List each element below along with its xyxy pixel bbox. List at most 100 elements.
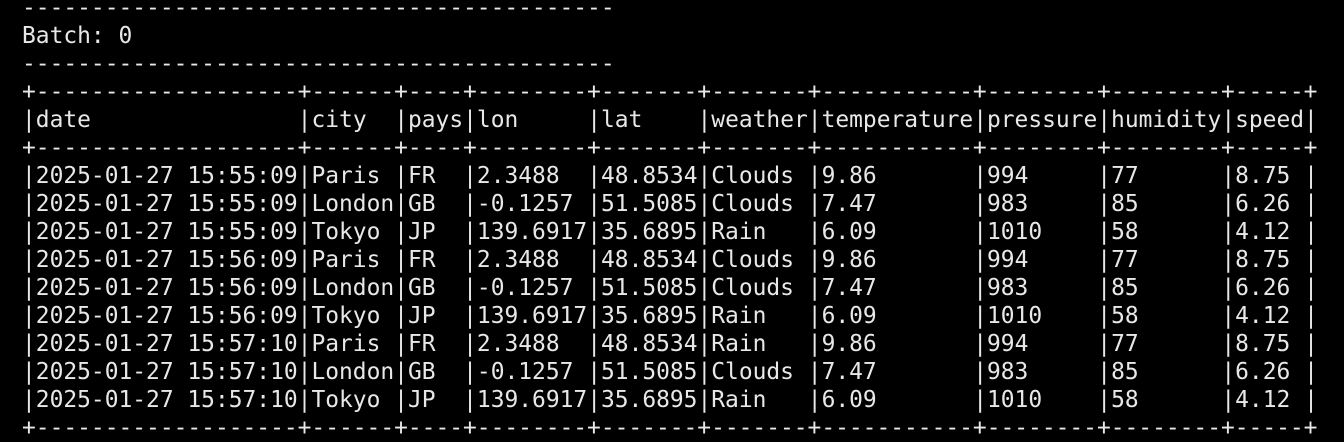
cell: 2025-01-27 15:57:10 xyxy=(35,331,298,357)
padding xyxy=(1139,163,1222,189)
pipe: | xyxy=(297,191,312,217)
cell: GB xyxy=(407,359,436,385)
pipe: | xyxy=(394,331,408,357)
pipe: | xyxy=(394,163,408,189)
pipe: | xyxy=(807,191,822,217)
pipe: | xyxy=(807,331,822,357)
cell: 2.3488 xyxy=(476,331,560,357)
pipe: | xyxy=(22,303,36,329)
cell: FR xyxy=(407,331,436,357)
padding xyxy=(1139,219,1222,245)
padding xyxy=(1290,359,1304,385)
padding xyxy=(877,247,973,273)
cell: Rain xyxy=(711,303,767,329)
cell: GB xyxy=(407,191,436,217)
padding xyxy=(380,303,394,329)
padding xyxy=(1028,331,1097,357)
cell: 2025-01-27 15:57:10 xyxy=(35,387,298,413)
pipe: | xyxy=(587,107,601,133)
pipe: | xyxy=(297,303,312,329)
cell: 85 xyxy=(1111,359,1139,385)
pipe: | xyxy=(22,191,36,217)
cell: 58 xyxy=(1111,303,1139,329)
pipe: | xyxy=(22,247,36,273)
padding xyxy=(1290,275,1304,301)
pipe: | xyxy=(697,359,712,385)
pipe: | xyxy=(394,191,408,217)
padding xyxy=(560,331,588,357)
padding xyxy=(573,191,587,217)
cell: 2.3488 xyxy=(476,163,560,189)
cell: Paris xyxy=(311,247,381,273)
data-row: |2025-01-27 15:55:09|London|GB |-0.1257 … xyxy=(22,190,1318,218)
cell: 1010 xyxy=(986,303,1043,329)
pipe: | xyxy=(394,387,408,413)
padding xyxy=(436,219,464,245)
cell: 6.26 xyxy=(1235,275,1291,301)
padding xyxy=(1042,387,1097,413)
pipe: | xyxy=(394,275,408,301)
padding xyxy=(766,387,807,413)
column-header: date xyxy=(35,107,91,133)
padding xyxy=(436,275,464,301)
cell: 77 xyxy=(1111,331,1139,357)
pipe: | xyxy=(1097,247,1112,273)
cell: JP xyxy=(407,303,436,329)
pipe: | xyxy=(1221,303,1236,329)
cell: 77 xyxy=(1111,163,1139,189)
pipe: | xyxy=(394,359,408,385)
cell: Clouds xyxy=(711,359,794,385)
pipe: | xyxy=(463,191,477,217)
pipe: | xyxy=(297,163,312,189)
pipe: | xyxy=(463,387,477,413)
padding xyxy=(1290,163,1304,189)
cell: 6.09 xyxy=(821,219,877,245)
separator-text: ----------------------------------------… xyxy=(22,51,615,77)
pipe: | xyxy=(394,247,408,273)
data-row: |2025-01-27 15:56:09|Paris |FR |2.3488 |… xyxy=(22,246,1318,274)
padding xyxy=(1139,303,1222,329)
pipe: | xyxy=(1221,107,1236,133)
padding xyxy=(436,331,464,357)
cell: 6.09 xyxy=(821,303,877,329)
cell: 1010 xyxy=(986,219,1043,245)
pipe: | xyxy=(1304,359,1318,385)
pipe: | xyxy=(297,275,312,301)
cell: London xyxy=(311,275,395,301)
data-row: |2025-01-27 15:56:09|Tokyo |JP |139.6917… xyxy=(22,302,1318,330)
pipe: | xyxy=(1097,219,1112,245)
pipe: | xyxy=(1221,191,1236,217)
cell: 1010 xyxy=(986,387,1043,413)
table-border: +-------------------+------+----+-------… xyxy=(22,414,1318,442)
padding xyxy=(766,303,807,329)
cell: 2025-01-27 15:56:09 xyxy=(35,303,298,329)
pipe: | xyxy=(587,247,601,273)
pipe: | xyxy=(22,359,36,385)
table-border: +-------------------+------+----+-------… xyxy=(22,134,1318,162)
pipe: | xyxy=(697,191,712,217)
padding xyxy=(766,331,807,357)
pipe: | xyxy=(394,303,408,329)
cell: 4.12 xyxy=(1235,219,1291,245)
cell: 48.8534 xyxy=(601,331,698,357)
padding xyxy=(877,163,973,189)
cell: Tokyo xyxy=(311,303,381,329)
cell: London xyxy=(311,359,395,385)
padding xyxy=(436,191,464,217)
padding xyxy=(1139,359,1222,385)
padding xyxy=(1028,359,1097,385)
pipe: | xyxy=(1097,303,1112,329)
pipe: | xyxy=(1304,303,1318,329)
padding xyxy=(436,247,464,273)
cell: 2025-01-27 15:55:09 xyxy=(35,219,298,245)
pipe: | xyxy=(973,359,987,385)
padding xyxy=(91,107,298,133)
cell: 48.8534 xyxy=(601,247,698,273)
pipe: | xyxy=(1097,387,1112,413)
cell: 983 xyxy=(986,359,1029,385)
pipe: | xyxy=(1221,163,1236,189)
pipe: | xyxy=(973,219,987,245)
cell: Tokyo xyxy=(311,219,381,245)
pipe: | xyxy=(587,163,601,189)
padding xyxy=(573,359,587,385)
